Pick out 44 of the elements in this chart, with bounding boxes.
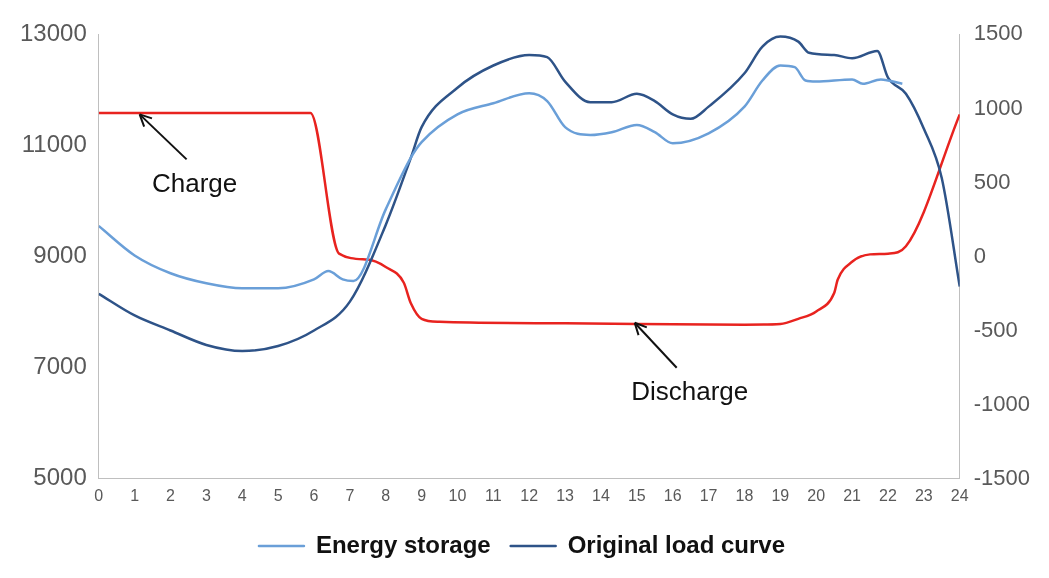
y-tick-label: 9000: [33, 241, 87, 269]
x-tick-label: 8: [381, 486, 391, 504]
legend-label: Energy storage: [315, 530, 491, 558]
y-tick-label: 13000: [19, 19, 87, 47]
x-tick-label: 24: [950, 486, 969, 504]
x-tick-label: 14: [592, 486, 610, 504]
x-tick-label: 5: [273, 486, 283, 504]
y2-tick-label: 1500: [973, 20, 1023, 46]
x-tick-label: 10: [448, 486, 467, 504]
x-tick-label: 16: [663, 486, 682, 504]
x-tick-label: 22: [879, 486, 897, 504]
y2-tick-label: -500: [973, 316, 1018, 342]
line-series: [98, 64, 904, 290]
line-series: [98, 35, 960, 353]
x-tick-label: 21: [843, 486, 862, 504]
y2-tick-label: 500: [973, 168, 1011, 194]
x-tick-label: 11: [485, 486, 502, 504]
x-tick-label: 0: [94, 486, 104, 504]
y-tick-label: 11000: [21, 130, 87, 158]
x-tick-label: 17: [699, 486, 718, 504]
annotation: Discharge: [631, 375, 749, 406]
x-tick-label: 19: [771, 486, 790, 504]
x-tick-label: 18: [735, 486, 754, 504]
x-tick-label: 12: [520, 486, 539, 504]
x-tick-label: 9: [417, 486, 427, 504]
legend-label: Original load curve: [567, 530, 786, 558]
x-tick-label: 3: [201, 486, 211, 504]
x-tick-label: 23: [914, 486, 933, 504]
x-tick-label: 7: [345, 486, 355, 504]
x-tick-label: 6: [309, 486, 319, 504]
line-series: [98, 111, 960, 326]
x-tick-label: 20: [807, 486, 826, 504]
y2-tick-label: 1000: [973, 94, 1023, 120]
y-tick-label: 7000: [33, 352, 87, 380]
x-tick-label: 13: [556, 486, 575, 504]
x-tick-label: 15: [627, 486, 646, 504]
y2-tick-label: -1000: [973, 390, 1031, 416]
y2-tick-label: -1500: [973, 464, 1031, 490]
y-tick-label: 5000: [33, 463, 87, 491]
annotation: Charge: [151, 167, 238, 198]
x-tick-label: 1: [130, 486, 140, 504]
x-tick-label: 2: [166, 486, 176, 504]
x-tick-label: 4: [237, 486, 247, 504]
y2-tick-label: 0: [973, 242, 986, 268]
